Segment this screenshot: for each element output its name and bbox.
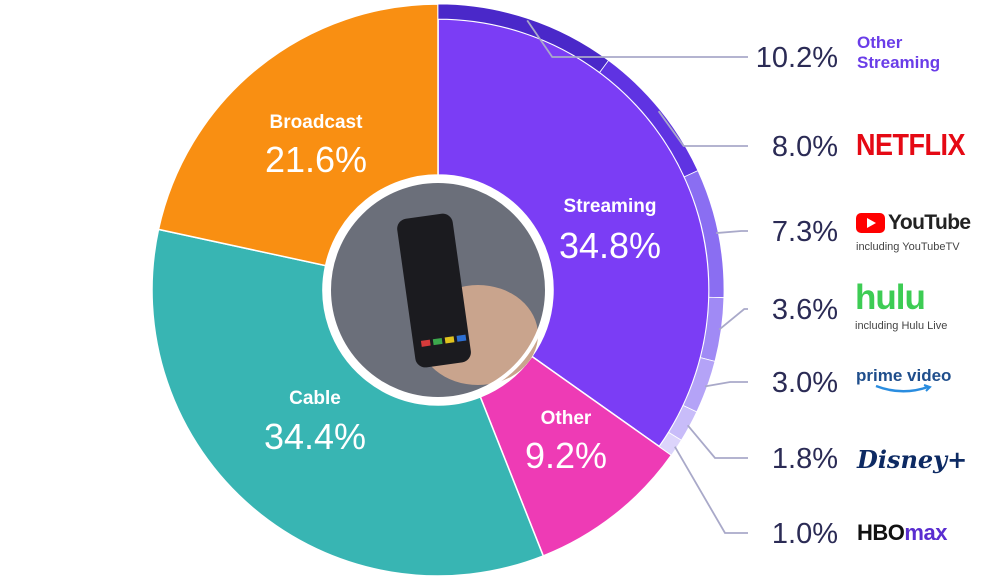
disney-plus-logo: Disney+ — [857, 445, 968, 474]
main-slices — [151, 3, 710, 577]
slice-label-other: Other — [541, 408, 592, 429]
hulu-logo: hulu including Hulu Live — [855, 278, 948, 332]
leader-line-youtube — [716, 230, 748, 234]
remote-button-1 — [432, 337, 443, 346]
leader-line-hbo-max — [674, 446, 748, 534]
slice-value-streaming: 34.8% — [559, 225, 661, 266]
pct-other-streaming: 10.2% — [756, 42, 838, 74]
remote-button-3 — [456, 334, 467, 342]
slice-label-broadcast: Broadcast — [270, 112, 364, 133]
leader-line-netflix — [657, 110, 748, 147]
remote-button-0 — [420, 339, 431, 347]
hbo-max-wordmark-max: max — [904, 520, 947, 545]
pct-hbo-max: 1.0% — [772, 518, 838, 550]
slice-value-other: 9.2% — [525, 435, 607, 476]
youtube-play-icon — [856, 213, 885, 233]
remote-control — [397, 213, 471, 368]
netflix-logo: NETFLIX — [856, 128, 966, 162]
slice-value-cable: 34.4% — [264, 416, 366, 457]
legend-other-streaming: Other Streaming — [857, 33, 940, 73]
youtube-sub: including YouTubeTV — [856, 241, 960, 253]
pct-prime-video: 3.0% — [772, 367, 838, 399]
slice-value-broadcast: 21.6% — [265, 139, 367, 180]
hulu-sub: including Hulu Live — [855, 320, 948, 332]
slice-label-cable: Cable — [289, 388, 341, 409]
pct-youtube: 7.3% — [772, 216, 838, 248]
pct-hulu: 3.6% — [772, 294, 838, 326]
slice-label-streaming: Streaming — [564, 196, 657, 217]
leader-line-hulu — [718, 308, 748, 331]
youtube-wordmark: YouTube — [888, 211, 971, 234]
prime-video-wordmark: prime video — [856, 366, 952, 385]
leader-line-other-streaming — [526, 19, 748, 58]
remote-button-2 — [444, 336, 455, 344]
hbo-max-wordmark-hbo: HBO — [857, 520, 905, 545]
hbo-max-logo: HBOmax — [857, 520, 947, 546]
prime-video-logo: prime video — [856, 366, 951, 394]
center-border — [327, 179, 549, 401]
pct-disney-: 1.8% — [772, 443, 838, 475]
legend-other-streaming-line1: Other — [857, 33, 903, 52]
leader-line-disney- — [686, 424, 748, 459]
hulu-wordmark: hulu — [855, 278, 926, 317]
center-photo — [323, 175, 553, 405]
youtube-logo: YouTube including YouTubeTV — [856, 211, 971, 253]
legend-other-streaming-line2: Streaming — [857, 53, 941, 72]
pct-netflix: 8.0% — [772, 131, 838, 163]
leader-line-prime-video — [704, 381, 748, 388]
ring-segment-hbo-max — [658, 431, 682, 456]
prime-smile-icon — [875, 384, 932, 393]
streaming-breakdown-ring — [437, 3, 725, 456]
